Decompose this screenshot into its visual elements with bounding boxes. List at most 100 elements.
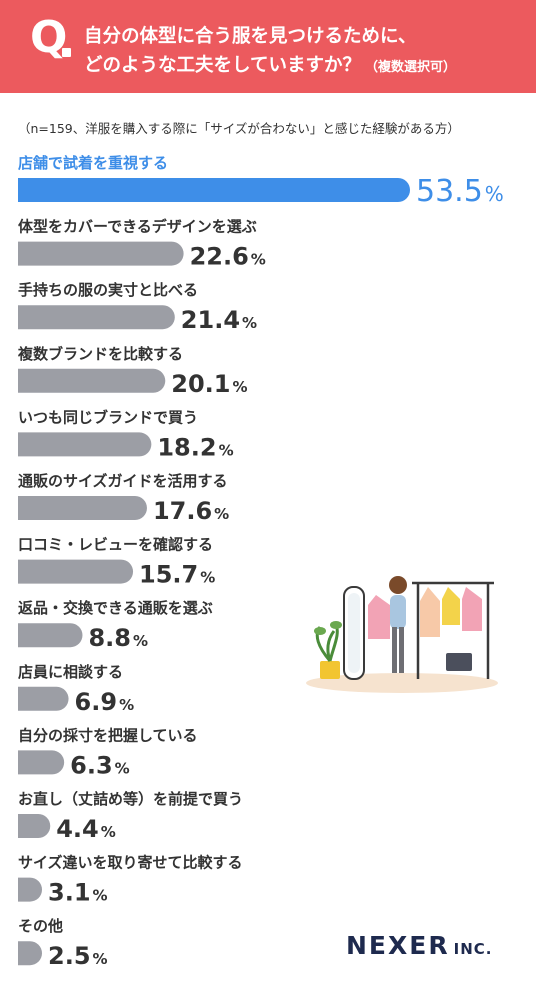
category-label: 口コミ・レビューを確認する: [18, 536, 213, 554]
bar: [6, 241, 184, 266]
bar-row: その他 2.5%: [0, 917, 108, 970]
bar-left-mask: [0, 495, 18, 521]
category-label: その他: [18, 917, 63, 935]
bar-row: 体型をカバーできるデザインを選ぶ 22.6%: [0, 218, 266, 271]
value-unit: %: [251, 251, 266, 269]
bar-row: 返品・交換できる通販を選ぶ 8.8%: [0, 599, 213, 652]
value-unit: %: [219, 441, 234, 459]
category-label: 体型をカバーできるデザインを選ぶ: [18, 218, 257, 236]
category-label: 自分の採寸を把握している: [18, 726, 198, 744]
value-label: 6.3%: [70, 751, 130, 779]
bar-left-mask: [0, 558, 18, 585]
value-number: 21.4: [181, 306, 240, 334]
category-label: 通販のサイズガイドを活用する: [18, 472, 228, 490]
category-label: 店舗で試着を重視する: [18, 154, 168, 172]
question-note: （複数選択可）: [364, 60, 456, 75]
bar-row: 店員に相談する 6.9%: [0, 663, 134, 716]
bar-row: 店舗で試着を重視する 53.5%: [0, 154, 504, 209]
bar-row: 複数ブランドを比較する 20.1%: [0, 345, 248, 398]
bar: [6, 432, 152, 457]
logo-suffix: INC.: [453, 940, 493, 958]
bar: [6, 623, 83, 648]
bar-left-mask: [0, 685, 18, 712]
logo-main: NEXER: [346, 931, 450, 960]
q-mark: Q: [30, 12, 68, 63]
bar: [6, 368, 166, 393]
bar: [6, 178, 410, 202]
bar-left-mask: [0, 177, 18, 203]
category-label: サイズ違いを取り寄せて比較する: [18, 854, 243, 872]
value-label: 6.9%: [75, 688, 135, 716]
value-unit: %: [200, 569, 215, 587]
value-label: 20.1%: [171, 370, 247, 398]
bar-row: サイズ違いを取り寄せて比較する 3.1%: [0, 854, 243, 907]
bar-left-mask: [0, 367, 18, 394]
value-unit: %: [242, 314, 257, 332]
bar: [6, 305, 175, 330]
value-unit: %: [101, 823, 116, 841]
bar-left-mask: [0, 622, 18, 649]
value-label: 22.6%: [190, 243, 266, 271]
bar-left-mask: [0, 240, 18, 267]
value-unit: %: [214, 505, 229, 523]
value-number: 53.5: [416, 174, 483, 209]
question-header: Q 自分の体型に合う服を見つけるために、 どのような工夫をしていますか？ （複数選…: [0, 0, 536, 93]
value-number: 20.1: [171, 370, 230, 398]
bar-row: お直し（丈詰め等）を前提で買う 4.4%: [0, 790, 243, 843]
question-line-1: 自分の体型に合う服を見つけるために、: [84, 26, 417, 47]
bar: [6, 559, 134, 584]
value-label: 3.1%: [48, 879, 108, 907]
sample-note: （n=159、洋服を購入する際に「サイズが合わない」と感じた経験がある方）: [18, 121, 460, 136]
value-unit: %: [232, 378, 247, 396]
category-label: いつも同じブランドで買う: [18, 408, 198, 426]
bar-left-mask: [0, 431, 18, 458]
bar-row: 手持ちの服の実寸と比べる 21.4%: [0, 281, 257, 334]
value-label: 15.7%: [139, 561, 215, 589]
question-line-2: どのような工夫をしていますか？ （複数選択可）: [84, 51, 456, 77]
bar-left-mask: [0, 940, 18, 967]
nexer-logo: NEXER INC.: [346, 931, 492, 960]
category-label: 手持ちの服の実寸と比べる: [18, 281, 198, 299]
value-label: 8.8%: [88, 624, 148, 652]
category-label: 複数ブランドを比較する: [17, 345, 183, 363]
category-label: 店員に相談する: [18, 663, 123, 681]
bar: [6, 686, 69, 711]
value-number: 15.7: [139, 561, 198, 589]
bar-row: いつも同じブランドで買う 18.2%: [0, 408, 234, 461]
value-unit: %: [93, 887, 108, 905]
value-unit: %: [119, 696, 134, 714]
q-dot: [62, 48, 71, 57]
value-label: 21.4%: [181, 306, 257, 334]
value-number: 4.4: [56, 815, 99, 843]
value-number: 2.5: [48, 942, 91, 970]
bar-left-mask: [0, 813, 18, 839]
bar: [6, 496, 147, 520]
question-line-2-text: どのような工夫をしていますか？: [84, 55, 361, 76]
value-number: 8.8: [88, 624, 131, 652]
bar-left-mask: [0, 304, 18, 331]
bar: [6, 750, 65, 775]
bar-left-mask: [0, 749, 18, 776]
bar-row: 口コミ・レビューを確認する 15.7%: [0, 536, 215, 589]
value-unit: %: [115, 759, 130, 777]
category-label: お直し（丈詰め等）を前提で買う: [18, 790, 243, 808]
category-label: 返品・交換できる通販を選ぶ: [18, 599, 213, 617]
bar-left-mask: [0, 876, 18, 903]
value-label: 18.2%: [157, 433, 233, 461]
value-number: 17.6: [153, 497, 212, 525]
value-unit: %: [133, 632, 148, 650]
bar-row: 自分の採寸を把握している 6.3%: [0, 726, 198, 779]
value-number: 6.9: [75, 688, 118, 716]
value-number: 22.6: [190, 243, 249, 271]
value-number: 3.1: [48, 879, 91, 907]
value-label: 4.4%: [56, 815, 116, 843]
value-number: 6.3: [70, 751, 113, 779]
woman-choosing-clothes-illustration: [306, 565, 498, 693]
value-unit: %: [93, 950, 108, 968]
bar-row: 通販のサイズガイドを活用する 17.6%: [0, 472, 229, 525]
value-label: 2.5%: [48, 942, 108, 970]
value-label: 17.6%: [153, 497, 229, 525]
value-label: 53.5%: [416, 174, 504, 209]
value-unit: %: [485, 182, 504, 206]
